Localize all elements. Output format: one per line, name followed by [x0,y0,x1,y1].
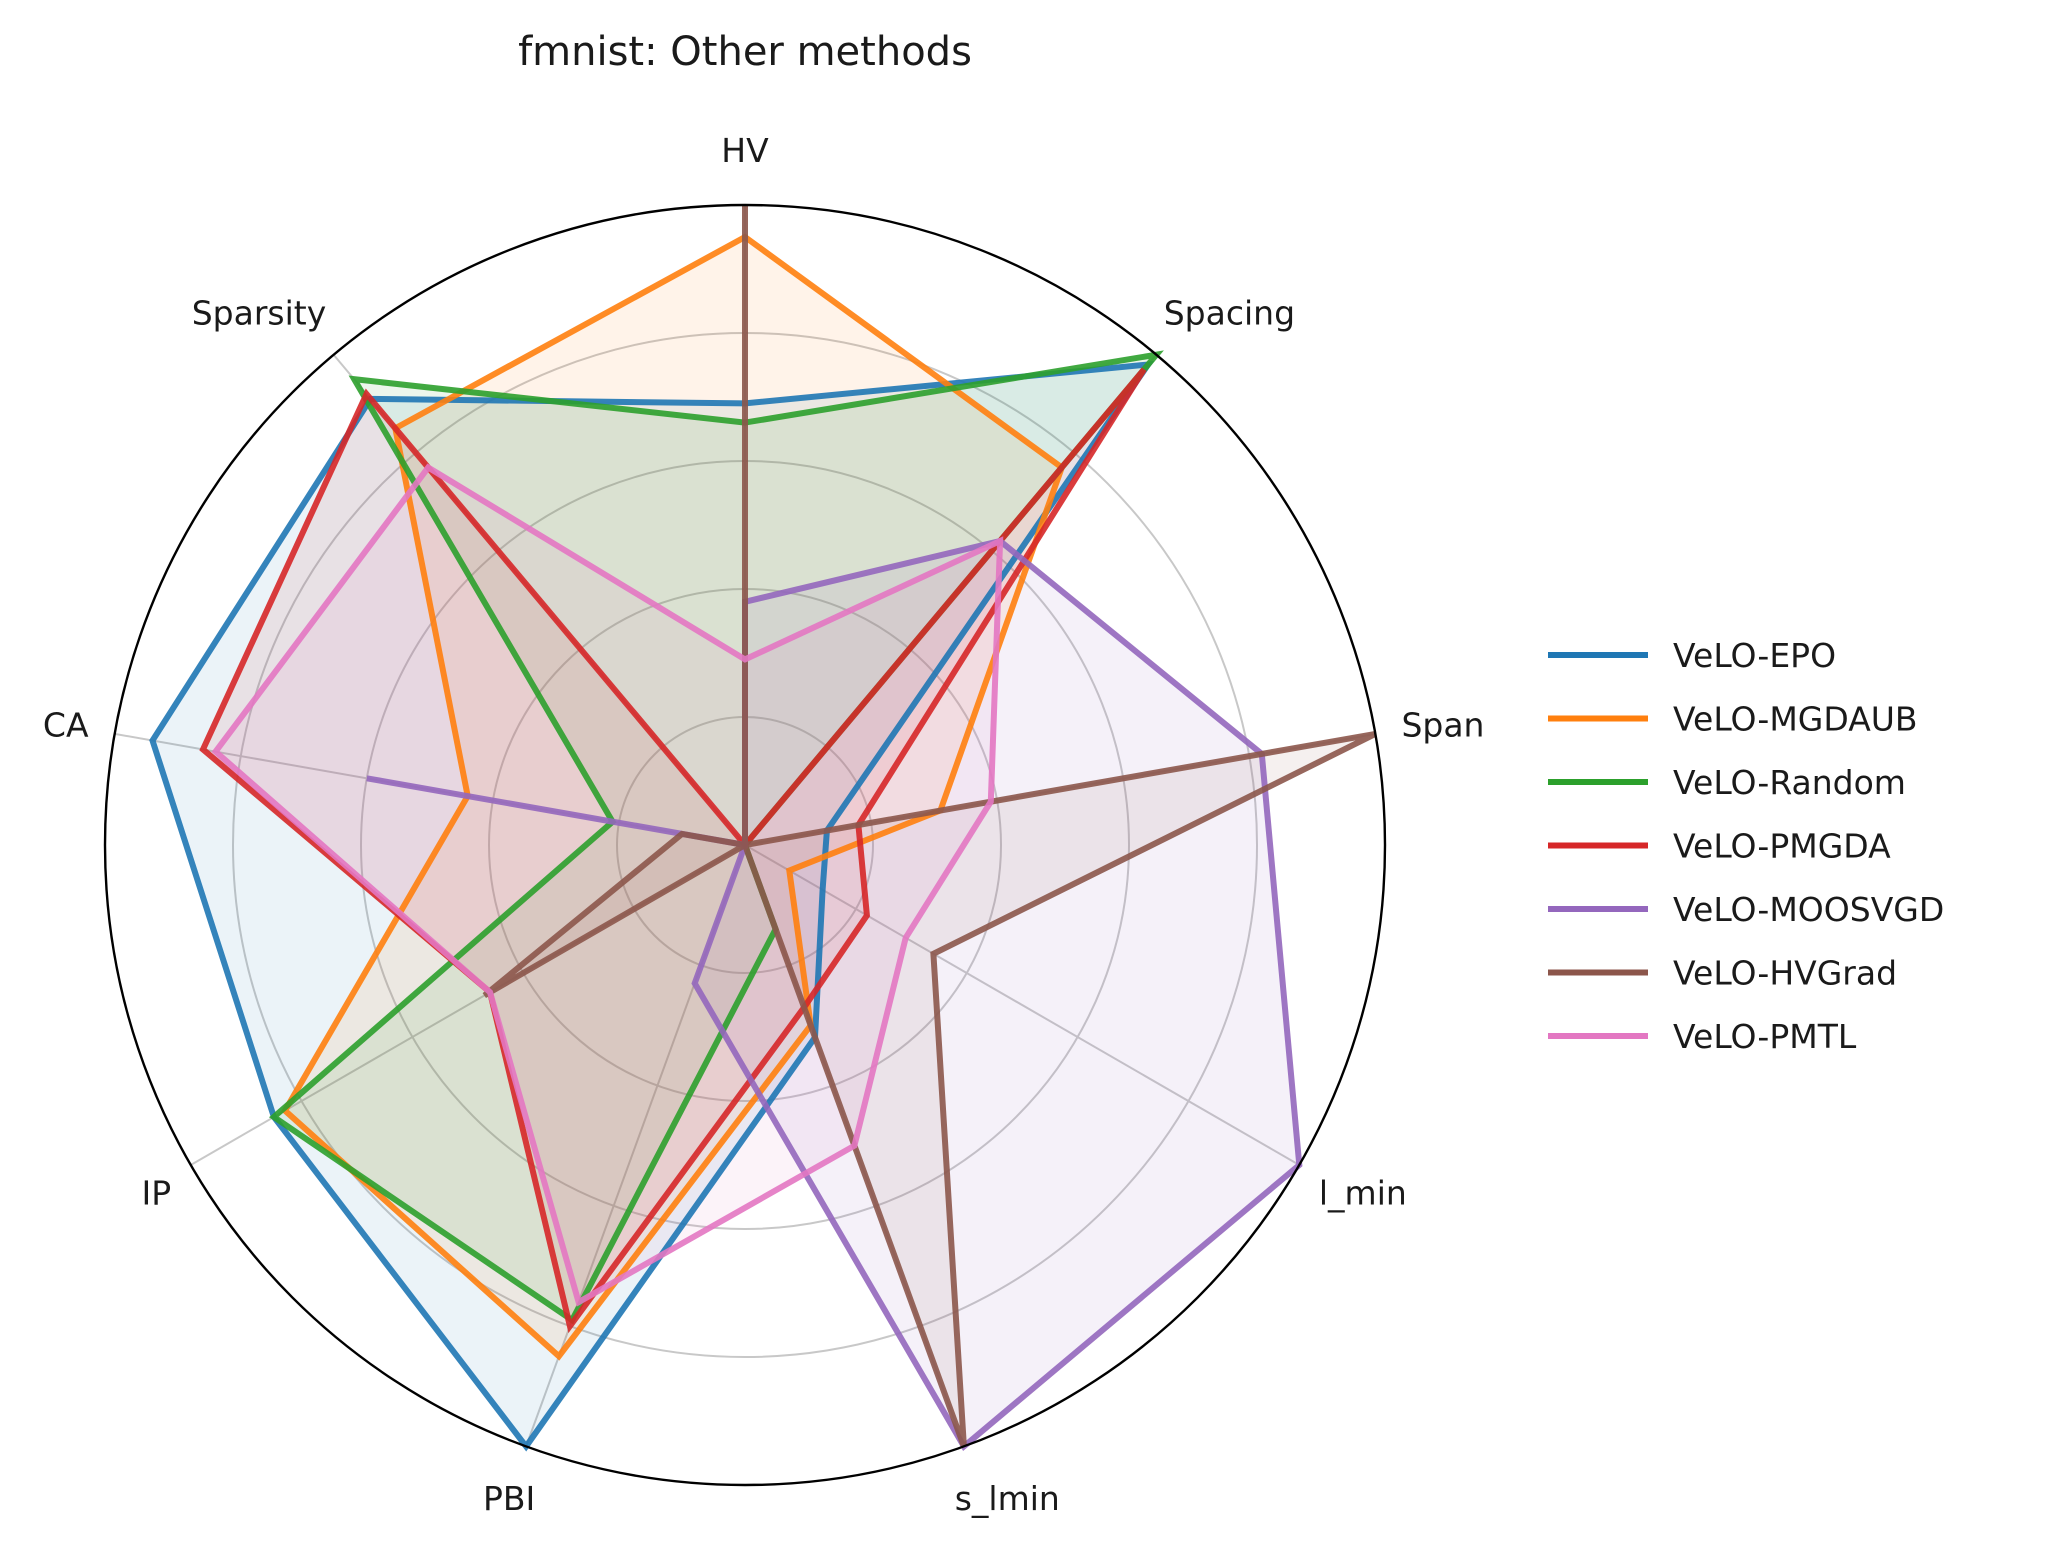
series-line-velo-epo [149,360,1155,1452]
axis-label-span: Span [1401,705,1484,744]
radar-outer-frame [103,203,1387,1487]
series-fill-velo-mgdaub [285,237,1062,1357]
series-line-velo-pmtl [211,463,1004,1307]
series-fill-velo-epo [152,364,1149,1447]
series-line-velo-moosvgd [366,537,1303,1451]
axis-label-l-min: l_min [1319,1174,1407,1213]
axis-label-ca: CA [43,705,89,744]
axis-label-ip: IP [141,1174,171,1213]
legend-label-velo-pmgda: VeLO-PMGDA [1673,827,1891,866]
series-fill-velo-pmtl [215,467,1001,1303]
chart-title: fmnist: Other methods [518,29,972,75]
axis-label-hv: HV [721,131,769,170]
legend-label-velo-random: VeLO-Random [1673,763,1906,802]
legend-label-velo-pmtl: VeLO-PMTL [1673,1017,1857,1056]
axis-labels: HV Spacing Span l_min s_lmin PBI IP CA Sparsity [43,131,1485,1518]
series-line-velo-pmgda [199,367,1147,1334]
legend-label-velo-mgdaub: VeLO-MGDAUB [1673,700,1918,739]
series-fill-velo-moosvgd [366,541,1300,1447]
series-fill-velo-pmgda [203,369,1144,1327]
legend-label-velo-hvgrad: VeLO-HVGrad [1673,954,1897,993]
radar-series [149,205,1377,1452]
grid-spoke-l-min [744,844,1300,1166]
series-fill-velo-hvgrad [484,205,1376,1447]
legend-label-velo-moosvgd: VeLO-MOOSVGD [1673,890,1944,929]
chart-legend: VeLO-EPO VeLO-MGDAUB VeLO-Random VeLO-PMGDA… [1548,636,1944,1056]
axis-label-s-lmin: s_lmin [955,1479,1060,1518]
legend-label-velo-epo: VeLO-EPO [1673,636,1836,675]
axis-label-sparsity: Sparsity [192,294,327,333]
axis-label-pbi: PBI [483,1479,535,1518]
series-line-velo-mgdaub [281,233,1066,1361]
axis-label-spacing: Spacing [1164,294,1295,333]
